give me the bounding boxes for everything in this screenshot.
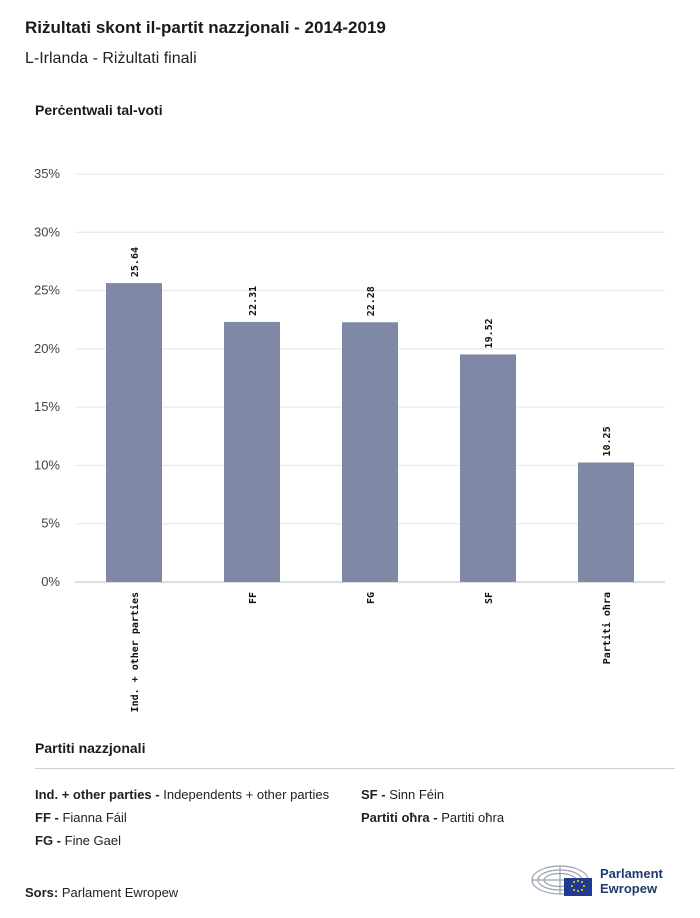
legend-full: Sinn Féin <box>389 787 445 802</box>
legend-full: Independents + other parties <box>163 787 330 802</box>
bar <box>460 354 516 582</box>
data-label: 22.28 <box>366 286 377 316</box>
legend-abbr: Partiti oħra - <box>361 810 438 825</box>
legend-title: Partiti nazzjonali <box>35 740 146 756</box>
data-label: 19.52 <box>484 318 495 348</box>
legend-full: Partiti oħra <box>441 810 505 825</box>
x-tick-label: FF <box>248 592 259 604</box>
y-axis-label: Perċentwali tal-voti <box>35 102 163 118</box>
bar <box>224 321 280 582</box>
legend-item-ind: Ind. + other parties - Independents + ot… <box>35 787 329 802</box>
x-tick-label: FG <box>366 592 377 604</box>
legend-abbr: FG - <box>35 833 61 848</box>
source-label: Sors: <box>25 885 59 900</box>
chart-subtitle: L-Irlanda - Riżultati finali <box>25 50 197 67</box>
logo-line1: Parlament <box>600 866 663 881</box>
x-tick-label: Partiti oħra <box>601 592 613 664</box>
source-value: Parlament Ewropew <box>61 885 179 900</box>
legend-full: Fianna Fáil <box>62 810 127 825</box>
x-tick-label: SF <box>484 592 495 604</box>
bar-chart: 0% 5% 10% 15% 20% 25% 30% 35% 25.64 Ind. + other … <box>34 166 665 712</box>
y-tick-label: 35% <box>34 166 60 181</box>
x-tick-label: Ind. + other parties <box>129 592 141 712</box>
bar <box>106 283 162 582</box>
bar <box>578 462 634 582</box>
data-label: 10.25 <box>602 426 613 456</box>
y-tick-label: 15% <box>34 399 60 414</box>
bar <box>342 322 398 582</box>
y-tick-label: 0% <box>41 574 60 589</box>
legend-abbr: SF - <box>361 787 386 802</box>
chart-title: Riżultati skont il-partit nazzjonali - 2… <box>25 18 386 37</box>
legend-divider <box>35 768 675 769</box>
legend-item-ff: FF - Fianna Fáil <box>35 810 127 825</box>
legend-full: Fine Gael <box>64 833 121 848</box>
legend-item-sf: SF - Sinn Féin <box>361 787 444 802</box>
y-tick-label: 5% <box>41 516 60 531</box>
y-tick-label: 25% <box>34 283 60 298</box>
legend-item-other: Partiti oħra - Partiti oħra <box>361 810 504 825</box>
data-label: 22.31 <box>248 286 259 316</box>
data-label: 25.64 <box>130 247 141 277</box>
y-tick-label: 30% <box>34 224 60 239</box>
y-tick-label: 10% <box>34 457 60 472</box>
legend-abbr: Ind. + other parties - <box>35 787 160 802</box>
parliament-logo: Parlament Ewropew <box>530 858 680 900</box>
european-parliament-icon <box>531 865 592 896</box>
legend-abbr: FF - <box>35 810 59 825</box>
legend-item-fg: FG - Fine Gael <box>35 833 121 848</box>
logo-line2: Ewropew <box>600 881 658 896</box>
source-note: Sors: Parlament Ewropew <box>25 885 178 900</box>
y-tick-label: 20% <box>34 341 60 356</box>
